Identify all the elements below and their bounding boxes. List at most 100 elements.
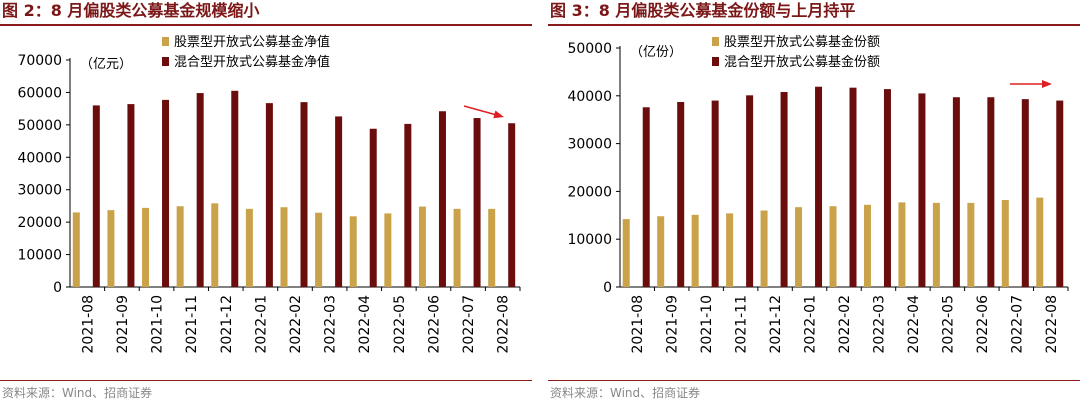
bar [349, 216, 357, 287]
bar [92, 105, 100, 288]
source-divider [0, 380, 532, 381]
y-tick-label: 30000 [567, 137, 612, 153]
source-note: 资料来源：Wind、招商证券 [2, 386, 153, 400]
source-note: 资料来源：Wind、招商证券 [550, 386, 701, 400]
chart-panel-shares: 图 3：8 月偏股类公募基金份额与上月持平 0 10000 20000 30000 40… [548, 0, 1080, 404]
legend-swatch [162, 37, 169, 46]
x-tick-label: 2021-10 [699, 295, 715, 354]
bar [438, 111, 446, 287]
x-tick-label: 2022-06 [975, 295, 991, 354]
bar [932, 202, 940, 287]
bar [300, 102, 308, 288]
bar [1001, 200, 1009, 287]
chart-title: 图 2：8 月偏股类公募基金规模缩小 [2, 1, 260, 20]
bar [453, 208, 461, 287]
bar [780, 91, 788, 287]
bar [418, 206, 426, 287]
chart-title: 图 3：8 月偏股类公募基金份额与上月持平 [550, 1, 856, 20]
bar [657, 216, 665, 287]
legend-swatch [162, 57, 169, 66]
bar [1036, 197, 1044, 287]
bar [677, 102, 685, 287]
bar [488, 208, 496, 287]
y-tick-label: 0 [603, 280, 612, 296]
legend-label: 混合型开放式公募基金净值 [174, 54, 330, 70]
x-tick-label: 2022-08 [1044, 295, 1060, 354]
x-tick-label: 2022-03 [323, 295, 339, 354]
y-tick-label: 70000 [17, 53, 62, 69]
bar [508, 123, 516, 287]
x-tick-label: 2021-11 [184, 295, 200, 354]
x-tick-label: 2021-09 [115, 295, 131, 354]
trend-arrow-head [493, 110, 504, 119]
source-divider [548, 380, 1080, 381]
y-tick-label: 60000 [17, 85, 62, 101]
bar [726, 213, 734, 287]
x-tick-label: 2022-02 [288, 295, 304, 354]
bar [315, 212, 323, 287]
x-tick-label: 2022-07 [1009, 295, 1025, 354]
bar [404, 123, 412, 288]
legend-label: 混合型开放式公募基金份额 [724, 54, 880, 70]
bar [335, 116, 343, 287]
bar [1021, 99, 1029, 287]
trend-arrow-line [463, 105, 499, 117]
x-tick-label: 2022-05 [392, 295, 408, 354]
x-tick-label: 2022-05 [940, 295, 956, 354]
x-tick-label: 2022-01 [253, 295, 269, 354]
bar [622, 219, 630, 287]
y-tick-label: 50000 [567, 41, 612, 57]
x-tick-label: 2021-12 [219, 295, 235, 354]
bar [863, 204, 871, 287]
bar [473, 118, 481, 287]
x-tick-label: 2022-07 [461, 295, 477, 354]
y-tick-label: 10000 [567, 232, 612, 248]
bar [815, 86, 823, 287]
legend-label: 股票型开放式公募基金份额 [724, 34, 880, 50]
bar [127, 104, 135, 287]
bar [265, 103, 273, 287]
bar [746, 95, 754, 288]
legend-swatch [712, 37, 719, 46]
bar [1056, 100, 1064, 287]
trend-arrow-head [1042, 80, 1052, 88]
bar [384, 213, 392, 287]
bar [196, 93, 204, 287]
y-tick-label: 10000 [17, 248, 62, 264]
bar [107, 210, 115, 287]
chart-panel-aum: 图 2：8 月偏股类公募基金规模缩小 0 10000 20000 30000 40000… [0, 0, 532, 404]
x-tick-label: 2022-04 [906, 295, 922, 354]
x-tick-label: 2021-12 [768, 295, 784, 354]
bar [952, 97, 960, 287]
legend-label: 股票型开放式公募基金净值 [174, 34, 330, 50]
bar [849, 87, 857, 287]
bar [369, 128, 377, 287]
bar [967, 202, 975, 287]
title-divider [0, 24, 532, 26]
y-tick-label: 30000 [17, 183, 62, 199]
unit-label: （亿元） [80, 57, 132, 72]
bar-chart-shares: 0 10000 20000 30000 40000 50000 （亿份） 股票型开放式公募基金… [567, 34, 1069, 354]
bar [642, 107, 650, 287]
x-tick-label: 2021-08 [80, 295, 96, 354]
y-tick-label: 40000 [17, 150, 62, 166]
bar [231, 90, 239, 287]
x-tick-label: 2021-08 [630, 295, 646, 354]
bar [898, 202, 906, 287]
x-tick-label: 2022-08 [496, 295, 512, 354]
bar [162, 99, 170, 287]
bar [245, 208, 253, 287]
x-tick-label: 2022-02 [837, 295, 853, 354]
legend-swatch [712, 57, 719, 66]
bar [691, 214, 699, 287]
x-tick-label: 2022-01 [803, 295, 819, 354]
bar [72, 212, 80, 287]
bar [280, 207, 288, 287]
y-tick-label: 40000 [567, 89, 612, 105]
x-tick-label: 2021-11 [734, 295, 750, 354]
y-tick-label: 20000 [17, 215, 62, 231]
x-tick-label: 2021-10 [150, 295, 166, 354]
bar-chart-aum: 0 10000 20000 30000 40000 50000 60000 70000 （亿元）… [17, 34, 521, 354]
bar [176, 206, 184, 287]
x-tick-label: 2022-03 [871, 295, 887, 354]
